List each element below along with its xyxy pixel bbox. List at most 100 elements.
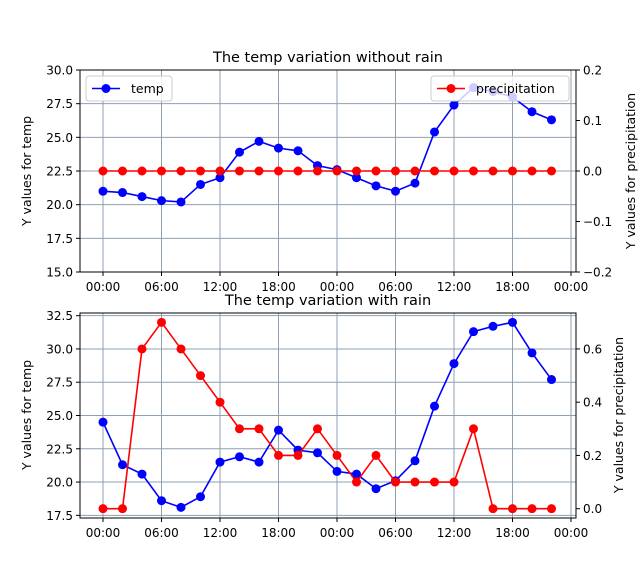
right-axis-label: Y values for precipitation <box>623 93 638 250</box>
point-temp <box>157 496 166 506</box>
x-tick-label: 12:00 <box>203 526 238 540</box>
x-tick-label: 18:00 <box>495 280 530 294</box>
y-tick-label-left: 17.5 <box>46 509 73 523</box>
point-precipitation <box>157 317 166 327</box>
chart-title: The temp variation with rain <box>224 293 431 309</box>
point-precipitation <box>98 504 108 514</box>
point-temp <box>449 359 459 369</box>
point-precipitation <box>235 166 244 176</box>
point-precipitation <box>254 424 264 434</box>
legend-precipitation: precipitation <box>430 75 570 102</box>
chart-with-rain: The temp variation with rain 00:00 06:00 1… <box>19 293 626 540</box>
point-temp <box>118 188 127 198</box>
x-tick-label: 00:00 <box>554 526 589 540</box>
point-precipitation <box>313 166 322 176</box>
y-tick-label-right: 0.0 <box>583 165 602 179</box>
y-tick-label-right: 0.4 <box>583 396 602 410</box>
right-axis-label: Y values for precipitation <box>611 337 626 494</box>
point-precipitation <box>137 166 147 176</box>
series-line-precipitation <box>103 320 552 510</box>
point-precipitation <box>274 450 283 460</box>
point-precipitation <box>332 166 342 176</box>
chart-title: The temp variation without rain <box>212 50 443 66</box>
y-tick-label-left: 25.0 <box>46 409 73 423</box>
point-precipitation <box>547 504 556 514</box>
point-precipitation <box>293 450 303 460</box>
point-temp <box>488 321 498 331</box>
point-precipitation <box>508 166 517 176</box>
y-tick-label-right: 0.2 <box>583 449 602 463</box>
point-precipitation <box>176 344 186 354</box>
x-tick-label: 18:00 <box>261 280 296 294</box>
y-tick-label-left: 32.5 <box>46 309 73 323</box>
legend-marker-temp <box>101 84 111 93</box>
x-tick-label: 06:00 <box>144 526 179 540</box>
point-temp <box>430 127 439 137</box>
point-precipitation <box>313 424 322 434</box>
point-precipitation <box>527 166 537 176</box>
point-temp <box>176 197 186 207</box>
x-tick-label: 06:00 <box>378 526 413 540</box>
point-precipitation <box>215 397 225 407</box>
point-temp <box>352 173 361 183</box>
y-tick-label-left: 22.5 <box>46 165 73 179</box>
point-temp <box>98 417 108 427</box>
y-tick-label-right: 0.0 <box>583 502 602 516</box>
x-tick-label: 12:00 <box>203 280 238 294</box>
legend-box <box>430 75 570 102</box>
legend-label-precipitation: precipitation <box>476 81 555 96</box>
point-temp <box>98 186 108 196</box>
y-tick-label-right: 0.2 <box>583 64 602 78</box>
y-tick-label-left: 15.0 <box>46 266 73 280</box>
x-tick-label: 18:00 <box>495 526 530 540</box>
point-precipitation <box>430 166 439 176</box>
point-precipitation <box>391 477 400 487</box>
point-precipitation <box>196 371 205 381</box>
point-precipitation <box>137 344 147 354</box>
point-precipitation <box>176 166 186 176</box>
legend-temp: temp <box>85 75 173 102</box>
point-temp <box>137 192 147 202</box>
y-tick-label-right: 0.6 <box>583 342 602 356</box>
point-temp <box>391 186 400 196</box>
point-temp <box>410 456 420 466</box>
x-tick-label: 18:00 <box>261 526 296 540</box>
legend-label-temp: temp <box>131 81 164 96</box>
x-tick-label: 00:00 <box>86 526 121 540</box>
point-temp <box>254 136 264 146</box>
point-temp <box>332 466 342 476</box>
point-temp <box>352 469 361 479</box>
point-precipitation <box>449 477 459 487</box>
point-precipitation <box>547 166 556 176</box>
point-precipitation <box>469 424 478 434</box>
point-temp <box>235 452 244 462</box>
axes: 00:00 06:00 12:00 18:00 00:00 06:00 12:00 18:00… <box>46 64 612 295</box>
point-temp <box>430 401 439 411</box>
point-temp <box>215 173 225 183</box>
x-tick-label: 00:00 <box>554 280 589 294</box>
point-temp <box>196 179 205 189</box>
point-precipitation <box>118 504 127 514</box>
point-temp <box>313 448 322 458</box>
point-precipitation <box>488 504 498 514</box>
point-temp <box>547 375 556 385</box>
x-tick-label: 06:00 <box>378 280 413 294</box>
point-precipitation <box>488 166 498 176</box>
y-tick-label-left: 25.0 <box>46 131 73 145</box>
y-tick-label-left: 30.0 <box>46 64 73 78</box>
point-precipitation <box>196 166 205 176</box>
point-temp <box>157 196 166 206</box>
point-precipitation <box>293 166 303 176</box>
point-precipitation <box>508 504 517 514</box>
point-precipitation <box>410 477 420 487</box>
point-temp <box>274 425 283 435</box>
x-tick-label: 06:00 <box>144 280 179 294</box>
x-tick-label: 00:00 <box>320 280 355 294</box>
series <box>98 317 556 514</box>
left-axis-label: Y values for temp <box>19 116 34 227</box>
point-temp <box>508 317 517 327</box>
point-temp <box>293 146 303 156</box>
y-tick-label-right: −0.2 <box>583 266 612 280</box>
point-precipitation <box>410 166 420 176</box>
point-temp <box>215 457 225 467</box>
